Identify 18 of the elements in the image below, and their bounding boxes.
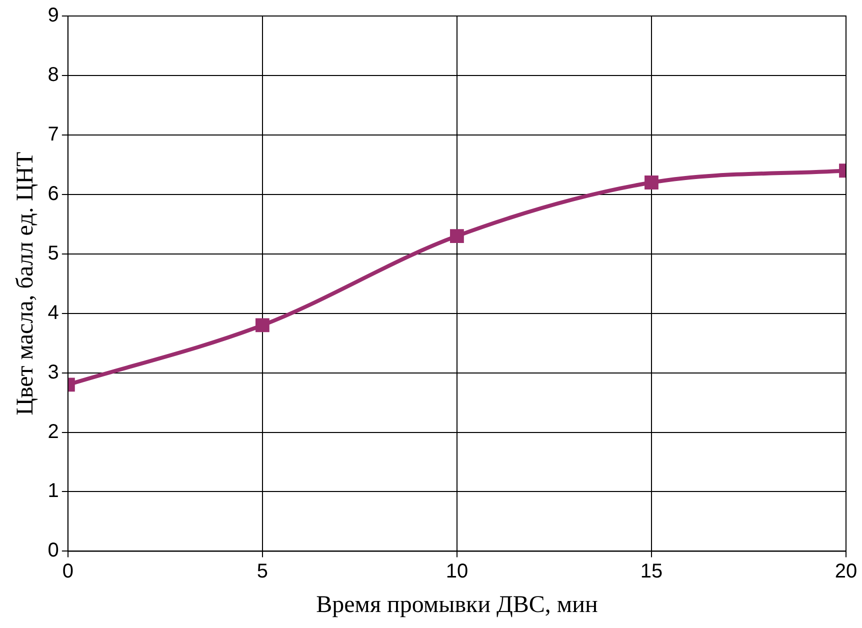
y-tick-label: 7 bbox=[48, 123, 59, 146]
y-tick-label: 3 bbox=[48, 361, 59, 384]
y-tick-label: 8 bbox=[48, 64, 59, 86]
y-tick-label: 4 bbox=[48, 302, 59, 324]
x-tick-label: 20 bbox=[834, 560, 858, 583]
x-tick-label: 5 bbox=[256, 560, 268, 583]
y-tick-label: 0 bbox=[48, 540, 59, 562]
y-tick-label: 5 bbox=[48, 242, 59, 264]
y-tick-label: 1 bbox=[48, 480, 59, 502]
y-tick-label: 6 bbox=[48, 182, 59, 205]
point bbox=[450, 229, 464, 243]
x-tick-label: 0 bbox=[62, 560, 74, 583]
y-tick-label: 9 bbox=[48, 4, 59, 27]
y-axis-title: Цвет масла, балл ед. ЦНТ bbox=[12, 152, 39, 416]
y-tick-label: 2 bbox=[48, 420, 59, 443]
x-tick-label: 15 bbox=[640, 560, 663, 583]
x-axis-title: Время промывки ДВС, мин bbox=[316, 592, 598, 618]
x-tick-label: 10 bbox=[446, 560, 468, 583]
